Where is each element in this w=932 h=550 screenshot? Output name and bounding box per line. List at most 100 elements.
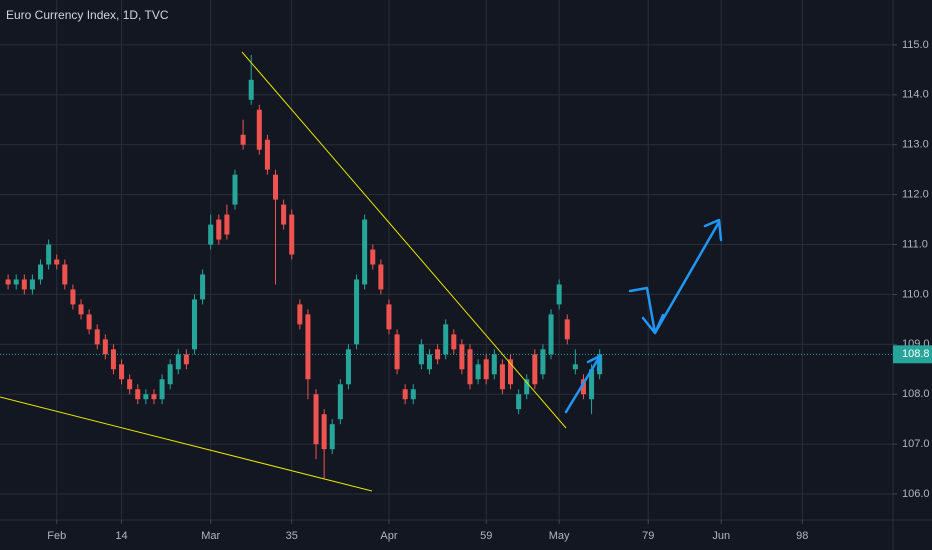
x-tick-label: Mar	[201, 530, 220, 542]
candle-body	[191, 299, 197, 350]
candle-body	[62, 264, 68, 285]
candle-body	[167, 364, 173, 385]
candle-body	[224, 214, 230, 235]
candle-body	[402, 389, 408, 400]
candle-body	[264, 139, 270, 170]
candle-body	[183, 354, 189, 365]
candle-body	[273, 174, 279, 200]
candle-body	[475, 364, 481, 380]
candle-body	[321, 414, 327, 450]
candle-body	[337, 384, 343, 420]
candle-body	[208, 224, 214, 245]
y-tick-label: 111.0	[902, 238, 928, 250]
candle-body	[289, 214, 295, 255]
candle-body	[13, 279, 19, 285]
y-tick-label: 115.0	[902, 39, 929, 51]
candle-body	[410, 389, 416, 400]
candle-body	[313, 394, 319, 445]
candle-body	[378, 264, 384, 290]
candle-body	[426, 354, 432, 370]
candle-body	[532, 354, 538, 385]
candle-body	[200, 274, 206, 300]
y-tick-label: 113.0	[902, 139, 929, 151]
candle-body	[54, 259, 60, 265]
candle-body	[175, 354, 181, 370]
candle-body	[524, 379, 530, 395]
candle-body	[499, 364, 505, 390]
y-tick-label: 112.0	[902, 189, 929, 201]
trend-line	[0, 396, 373, 492]
x-tick-label: May	[549, 530, 570, 542]
candle-body	[443, 324, 449, 355]
x-tick-label: 35	[286, 530, 298, 542]
candle-body	[38, 264, 44, 280]
candle-body	[329, 424, 335, 450]
candle-body	[459, 344, 465, 370]
candle-body	[589, 369, 595, 400]
y-tick-label: 108.0	[902, 388, 930, 400]
y-tick-label: 107.0	[902, 438, 930, 450]
candle-body	[78, 304, 84, 315]
x-tick-label: 98	[796, 530, 808, 542]
candle-body	[127, 379, 133, 390]
candle-body	[548, 314, 554, 355]
drawings	[0, 51, 723, 492]
candle-body	[467, 349, 473, 385]
candle-body	[297, 304, 303, 325]
arrow-head	[641, 313, 665, 335]
grid	[0, 0, 893, 520]
x-tick-label: Feb	[47, 530, 66, 542]
candle-body	[143, 394, 149, 400]
candle-body	[232, 174, 238, 205]
candle-body	[483, 359, 489, 380]
candle-body	[240, 134, 246, 145]
chart-title: Euro Currency Index, 1D, TVC	[6, 8, 169, 22]
axis-labels: 106.0107.0108.0109.0110.0111.0112.0113.0…	[47, 39, 932, 542]
candle-body	[572, 364, 578, 370]
arrow-head	[586, 354, 602, 372]
y-tick-label: 114.0	[902, 89, 929, 101]
arrow	[628, 220, 721, 335]
candle-body	[491, 354, 497, 375]
candle-body	[102, 339, 108, 355]
candle-body	[516, 394, 522, 410]
candle-body	[135, 389, 141, 400]
arrow-head	[703, 218, 723, 242]
candle-body	[5, 279, 11, 285]
candle-body	[305, 314, 311, 380]
x-tick-label: Jun	[712, 530, 730, 542]
candle-body	[345, 349, 351, 385]
y-tick-label: 110.0	[902, 288, 929, 300]
candle-body	[29, 279, 35, 290]
arrow	[564, 354, 602, 414]
candle-body	[556, 284, 562, 305]
candle-body	[151, 394, 157, 400]
candle-body	[435, 349, 441, 360]
candle-body	[394, 334, 400, 370]
candle-body	[110, 349, 116, 370]
candle-body	[21, 279, 27, 290]
last-price-label: 108.8	[902, 348, 930, 360]
candle-body	[508, 359, 514, 385]
candle-body	[46, 244, 52, 265]
candle-body	[86, 314, 92, 330]
candle-body	[216, 219, 222, 240]
last-price-box	[893, 345, 932, 364]
x-tick-label: 14	[115, 530, 127, 542]
trend-line	[241, 51, 567, 429]
candle-body	[540, 349, 546, 375]
candle-body	[256, 109, 262, 150]
candle-body	[159, 379, 165, 400]
candle-body	[248, 79, 254, 100]
candle-body	[119, 364, 125, 380]
x-tick-label: Apr	[380, 530, 397, 542]
candle-body	[94, 329, 100, 345]
x-tick-label: 59	[480, 530, 492, 542]
candle-body	[451, 334, 457, 350]
y-tick-label: 106.0	[902, 488, 930, 500]
candle-body	[354, 279, 360, 345]
candle-body	[70, 289, 76, 305]
